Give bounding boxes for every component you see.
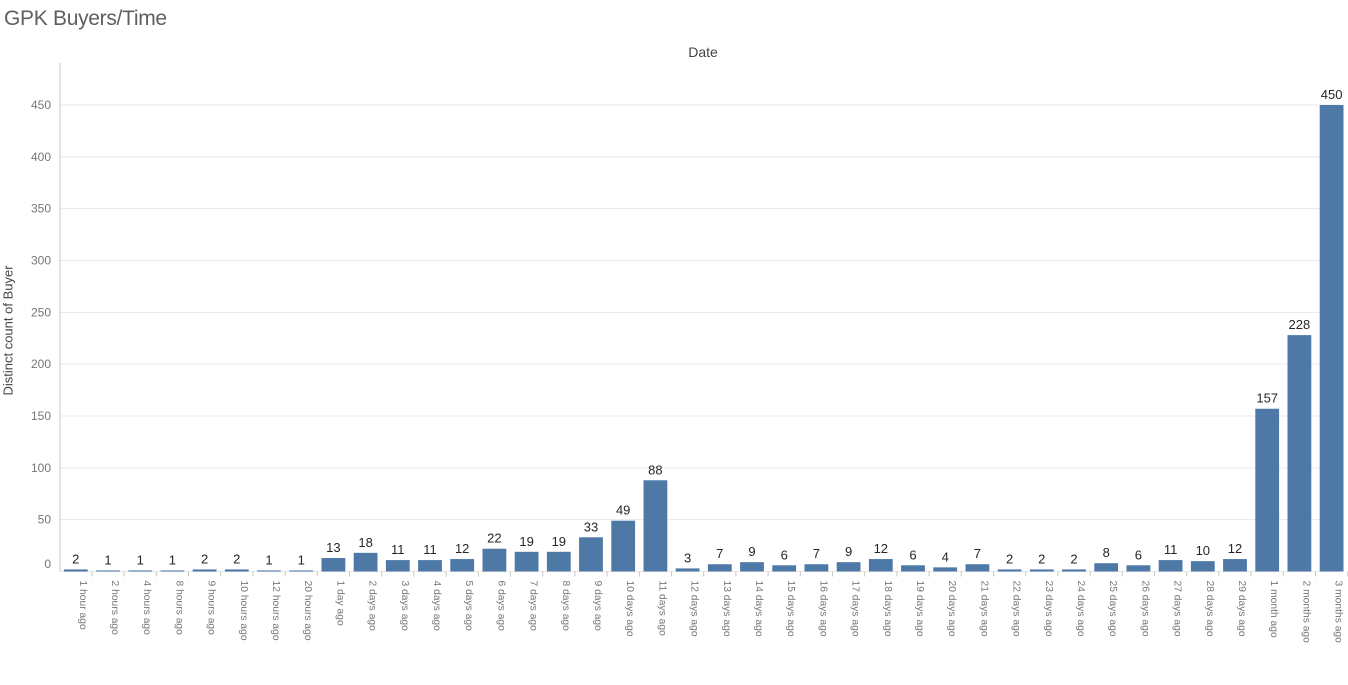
svg-text:16 days ago: 16 days ago (817, 581, 828, 637)
svg-text:88: 88 (648, 462, 662, 477)
svg-text:9: 9 (748, 544, 755, 559)
svg-text:49: 49 (616, 503, 630, 518)
svg-text:3 days ago: 3 days ago (399, 581, 410, 632)
svg-text:22 days ago: 22 days ago (1011, 581, 1022, 637)
svg-text:4 days ago: 4 days ago (431, 581, 442, 632)
svg-text:33: 33 (584, 519, 598, 534)
svg-text:450: 450 (31, 98, 51, 112)
svg-text:11: 11 (391, 542, 405, 557)
svg-text:2: 2 (1070, 551, 1077, 566)
svg-text:7: 7 (716, 546, 723, 561)
svg-text:11 days ago: 11 days ago (656, 581, 667, 637)
svg-text:9: 9 (845, 544, 852, 559)
svg-text:18: 18 (358, 535, 372, 550)
svg-text:11: 11 (423, 542, 437, 557)
svg-text:15 days ago: 15 days ago (785, 581, 796, 637)
svg-text:2: 2 (72, 551, 79, 566)
svg-text:200: 200 (31, 357, 51, 371)
svg-text:12: 12 (1228, 541, 1242, 556)
svg-text:300: 300 (31, 253, 51, 267)
svg-text:350: 350 (31, 202, 51, 216)
svg-text:228: 228 (1289, 317, 1311, 332)
svg-text:8 hours ago: 8 hours ago (173, 581, 184, 636)
svg-text:11: 11 (1164, 542, 1178, 557)
svg-text:1 month ago: 1 month ago (1268, 581, 1279, 639)
svg-text:19: 19 (552, 534, 566, 549)
svg-text:7 days ago: 7 days ago (528, 581, 539, 632)
svg-text:8 days ago: 8 days ago (560, 581, 571, 632)
svg-text:400: 400 (31, 150, 51, 164)
svg-text:9 hours ago: 9 hours ago (206, 581, 217, 636)
svg-text:14 days ago: 14 days ago (753, 581, 764, 637)
svg-text:2: 2 (201, 551, 208, 566)
svg-text:2 days ago: 2 days ago (367, 581, 378, 632)
svg-text:1 day ago: 1 day ago (334, 581, 345, 627)
svg-text:4: 4 (942, 549, 949, 564)
svg-text:10 hours ago: 10 hours ago (238, 581, 249, 641)
svg-text:19 days ago: 19 days ago (914, 581, 925, 637)
svg-text:6: 6 (909, 547, 916, 562)
svg-text:12: 12 (455, 541, 469, 556)
svg-text:13 days ago: 13 days ago (721, 581, 732, 637)
svg-text:10: 10 (1196, 543, 1210, 558)
svg-text:0: 0 (44, 557, 51, 571)
svg-text:10 days ago: 10 days ago (624, 581, 635, 637)
svg-text:2: 2 (1006, 551, 1013, 566)
svg-text:100: 100 (31, 461, 51, 475)
svg-text:29 days ago: 29 days ago (1236, 581, 1247, 637)
svg-text:1 hour ago: 1 hour ago (77, 581, 88, 631)
svg-text:26 days ago: 26 days ago (1139, 581, 1150, 637)
svg-text:50: 50 (38, 513, 52, 527)
svg-text:13: 13 (326, 540, 340, 555)
svg-text:250: 250 (31, 305, 51, 319)
svg-text:27 days ago: 27 days ago (1172, 581, 1183, 637)
svg-text:9 days ago: 9 days ago (592, 581, 603, 632)
svg-text:4 hours ago: 4 hours ago (141, 581, 152, 636)
svg-text:3 months ago: 3 months ago (1333, 581, 1344, 644)
svg-text:25 days ago: 25 days ago (1107, 581, 1118, 637)
svg-text:12: 12 (874, 541, 888, 556)
svg-text:21 days ago: 21 days ago (978, 581, 989, 637)
svg-text:2 months ago: 2 months ago (1300, 581, 1311, 644)
svg-text:23 days ago: 23 days ago (1043, 581, 1054, 637)
svg-text:6 days ago: 6 days ago (495, 581, 506, 632)
svg-text:24 days ago: 24 days ago (1075, 581, 1086, 637)
svg-text:1: 1 (169, 552, 176, 567)
svg-text:1: 1 (298, 552, 305, 567)
svg-text:150: 150 (31, 409, 51, 423)
svg-text:1: 1 (265, 552, 272, 567)
svg-text:3: 3 (684, 550, 691, 565)
svg-text:12 hours ago: 12 hours ago (270, 581, 281, 641)
svg-text:22: 22 (487, 531, 501, 546)
svg-text:6: 6 (781, 547, 788, 562)
svg-text:6: 6 (1135, 547, 1142, 562)
svg-text:28 days ago: 28 days ago (1204, 581, 1215, 637)
svg-text:8: 8 (1103, 545, 1110, 560)
svg-text:19: 19 (519, 534, 533, 549)
svg-text:7: 7 (974, 546, 981, 561)
svg-text:157: 157 (1256, 391, 1278, 406)
svg-text:1: 1 (137, 552, 144, 567)
svg-text:2: 2 (1038, 551, 1045, 566)
svg-text:7: 7 (813, 546, 820, 561)
svg-text:5 days ago: 5 days ago (463, 581, 474, 632)
svg-text:20 hours ago: 20 hours ago (302, 581, 313, 641)
svg-text:12 days ago: 12 days ago (689, 581, 700, 637)
svg-text:18 days ago: 18 days ago (882, 581, 893, 637)
svg-text:1: 1 (104, 552, 111, 567)
svg-text:20 days ago: 20 days ago (946, 581, 957, 637)
svg-text:2 hours ago: 2 hours ago (109, 581, 120, 636)
svg-text:450: 450 (1321, 87, 1343, 102)
svg-text:17 days ago: 17 days ago (850, 581, 861, 637)
svg-text:2: 2 (233, 551, 240, 566)
